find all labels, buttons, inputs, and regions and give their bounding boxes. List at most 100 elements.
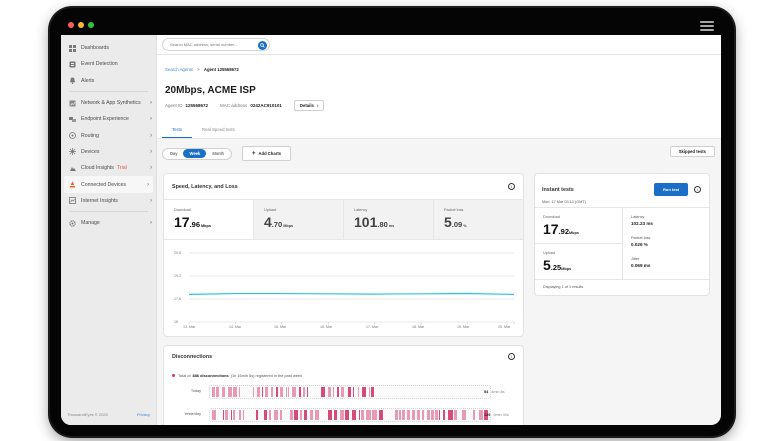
endpoint-icon — [69, 116, 76, 123]
sidebar-item-cloud-insights[interactable]: Cloud Insights Trial › — [61, 160, 156, 176]
disconnection-bar — [401, 410, 406, 420]
details-button[interactable]: Details › — [293, 100, 325, 111]
disconnection-bar — [212, 410, 216, 420]
content-area: Day Week Month + Add Charts Skipped test… — [157, 139, 721, 425]
disconnection-bar — [478, 410, 484, 420]
range-day-button[interactable]: Day — [170, 151, 178, 156]
disconnection-bar — [264, 387, 268, 397]
chevron-right-icon: › — [150, 100, 152, 107]
kpi-row: Download 17.96Mbps Upload 4.70Mbps Laten… — [164, 199, 523, 240]
instant-upload: Upload 5.25Mbps — [543, 251, 572, 273]
instant-packet-loss: Packet loss 0.026 % — [631, 236, 651, 247]
sidebar-item-dashboards[interactable]: Dashboards — [61, 40, 156, 56]
sidebar-item-alerts[interactable]: Alerts — [61, 73, 156, 89]
add-charts-button[interactable]: + Add Charts — [241, 146, 292, 161]
y-tick: 16 — [174, 320, 178, 324]
sidebar-item-label: Internet Insights — [81, 197, 118, 204]
close-window-button[interactable] — [68, 22, 74, 28]
disconnection-bar — [274, 410, 279, 420]
range-month-button[interactable]: Month — [212, 151, 224, 156]
x-tick: 19. Mar — [457, 325, 470, 329]
tab-real-speed-tests[interactable]: Real Speed tests — [202, 127, 235, 132]
device-frame: Dashboards Event Detection Alerts Networ — [50, 8, 734, 436]
run-test-button[interactable]: Run test — [654, 183, 688, 196]
disconnection-bar — [438, 410, 440, 420]
disconnection-bar — [257, 387, 260, 397]
x-tick: 17. Mar — [366, 325, 379, 329]
sidebar-item-label: Alerts — [81, 77, 95, 84]
chevron-right-icon: › — [150, 220, 152, 227]
sidebar-item-routing[interactable]: Routing › — [61, 127, 156, 143]
agent-meta: Agent ID 125568672 MAC address 0242AC910… — [162, 100, 721, 111]
chevron-right-icon: › — [316, 103, 319, 108]
sidebar-item-label: Connected Devices — [81, 181, 126, 188]
bullet-icon — [172, 374, 175, 377]
kpi-latency[interactable]: Latency 101.80ms — [344, 200, 434, 239]
gear-icon — [69, 219, 76, 227]
disconnection-bar — [453, 410, 458, 420]
info-icon[interactable]: i — [694, 186, 701, 193]
sidebar-item-label: Endpoint Experience — [81, 116, 129, 123]
hamburger-icon[interactable] — [700, 21, 714, 33]
search-input[interactable] — [170, 42, 250, 47]
disconnection-bar — [406, 410, 410, 420]
kpi-download[interactable]: Download 17.96Mbps — [164, 200, 254, 239]
breadcrumb-search-agents[interactable]: Search Agents — [165, 67, 193, 72]
sidebar-item-label: Cloud Insights Trial — [81, 165, 127, 172]
minimize-window-button[interactable] — [78, 22, 84, 28]
y-tick: 19.2 — [174, 274, 181, 278]
agent-id-value: 125568672 — [185, 103, 209, 108]
cloud-icon — [69, 165, 76, 172]
disconnection-bar — [372, 410, 377, 420]
instant-jitter: Jitter 0.069 ms — [631, 257, 651, 268]
disconnection-timeline[interactable] — [209, 408, 491, 422]
card-title: Speed, Latency, and Loss — [172, 184, 238, 190]
sidebar-item-manage[interactable]: Manage › — [61, 215, 156, 231]
disconnection-bar — [230, 410, 233, 420]
app-screen: Dashboards Event Detection Alerts Networ — [61, 35, 721, 425]
maximize-window-button[interactable] — [88, 22, 94, 28]
disconnection-bar — [427, 410, 431, 420]
cone-icon — [69, 181, 76, 188]
disconnection-bar — [352, 387, 355, 397]
chevron-right-icon: › — [150, 116, 152, 123]
sidebar-item-connected-devices[interactable]: Connected Devices › — [64, 176, 153, 193]
window-controls — [68, 22, 94, 28]
kpi-upload[interactable]: Upload 4.70Mbps — [254, 200, 344, 239]
kpi-packet-loss[interactable]: Packet loss 5.09% — [434, 200, 523, 239]
search-icon — [260, 42, 265, 48]
chart-controls: Day Week Month + Add Charts — [162, 146, 292, 161]
sidebar-item-network-app-synthetics[interactable]: Network & App Synthetics › — [61, 95, 156, 111]
routing-icon — [69, 132, 76, 140]
x-tick: 16. Mar — [320, 325, 333, 329]
chevron-right-icon: › — [150, 165, 152, 172]
search-box — [162, 38, 270, 51]
mac-value: 0242AC910101 — [250, 103, 282, 108]
sidebar-item-devices[interactable]: Devices › — [61, 144, 156, 160]
x-tick: 14. Mar — [229, 325, 242, 329]
privacy-link[interactable]: Privacy — [136, 412, 150, 417]
page-title: 20Mbps, ACME ISP — [165, 85, 256, 96]
disconnection-timeline[interactable] — [209, 385, 491, 399]
skipped-tests-button[interactable]: Skipped tests — [669, 146, 715, 157]
line-chart[interactable]: 20.8 19.2 17.6 16 13. Mar 14. Mar 15. Ma… — [164, 242, 525, 337]
dashboard-icon — [69, 44, 76, 52]
disconnection-bar — [371, 387, 375, 397]
search-button[interactable] — [258, 40, 267, 50]
disconnection-bar — [394, 410, 399, 420]
info-icon[interactable]: i — [508, 183, 515, 190]
instant-download: Download 17.92Mbps — [535, 208, 622, 244]
info-icon[interactable]: i — [508, 353, 515, 360]
disconnection-bar — [228, 387, 232, 397]
copyright-text: ThousandEyes © 2025 — [67, 412, 108, 417]
sidebar-item-event-detection[interactable]: Event Detection — [61, 56, 156, 72]
y-tick: 20.8 — [174, 251, 181, 255]
disconnection-bar — [484, 410, 489, 420]
tab-tests[interactable]: Tests — [162, 123, 193, 138]
breadcrumb: Search Agents > Agent 125568672 — [162, 67, 721, 72]
disconnection-bar — [288, 387, 290, 397]
sidebar-item-endpoint-experience[interactable]: Endpoint Experience › — [61, 111, 156, 127]
disconnection-bar — [290, 410, 294, 420]
range-week-button[interactable]: Week — [183, 149, 207, 158]
sidebar-item-internet-insights[interactable]: Internet Insights › — [61, 193, 156, 209]
